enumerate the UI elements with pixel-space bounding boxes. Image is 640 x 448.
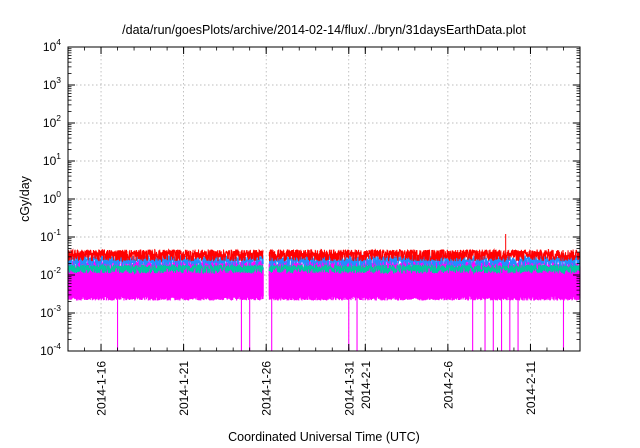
x-tick-label: 2014-1-26 — [260, 361, 274, 416]
y-axis-title: cGy/day — [18, 175, 32, 222]
series-layer — [67, 233, 581, 351]
x-tick-label: 2014-2-6 — [441, 361, 455, 409]
x-tick-label: 2014-2-1 — [359, 361, 373, 409]
y-tick-label: 101 — [43, 151, 61, 168]
y-tick-labels: 10-4 10-3 10-2 10-1 100 101 102 103 104 — [40, 37, 61, 358]
x-tick-labels: 2014-1-16 2014-1-21 2014-1-26 2014-1-31 2014… — [95, 361, 538, 416]
x-tick-label: 2014-1-16 — [95, 361, 109, 416]
y-tick-label: 103 — [43, 75, 61, 92]
series-trace — [67, 233, 581, 263]
y-tick-label: 102 — [43, 113, 61, 130]
series-trace — [67, 259, 581, 351]
x-tick-label: 2014-1-31 — [342, 361, 356, 416]
y-tick-label: 10-1 — [40, 227, 61, 244]
y-tick-label: 10-3 — [40, 303, 61, 320]
y-tick-label: 100 — [43, 189, 61, 206]
grid — [68, 47, 580, 351]
x-tick-label: 2014-2-11 — [524, 361, 538, 415]
series-trace — [67, 262, 581, 275]
tick-marks — [67, 46, 581, 352]
chart-title: /data/run/goesPlots/archive/2014-02-14/f… — [122, 23, 526, 37]
y-tick-label: 10-2 — [40, 265, 61, 282]
y-tick-label: 10-4 — [40, 341, 61, 358]
y-tick-label: 104 — [43, 37, 61, 54]
x-axis-title: Coordinated Universal Time (UTC) — [228, 430, 420, 444]
x-tick-label: 2014-1-21 — [177, 361, 191, 416]
